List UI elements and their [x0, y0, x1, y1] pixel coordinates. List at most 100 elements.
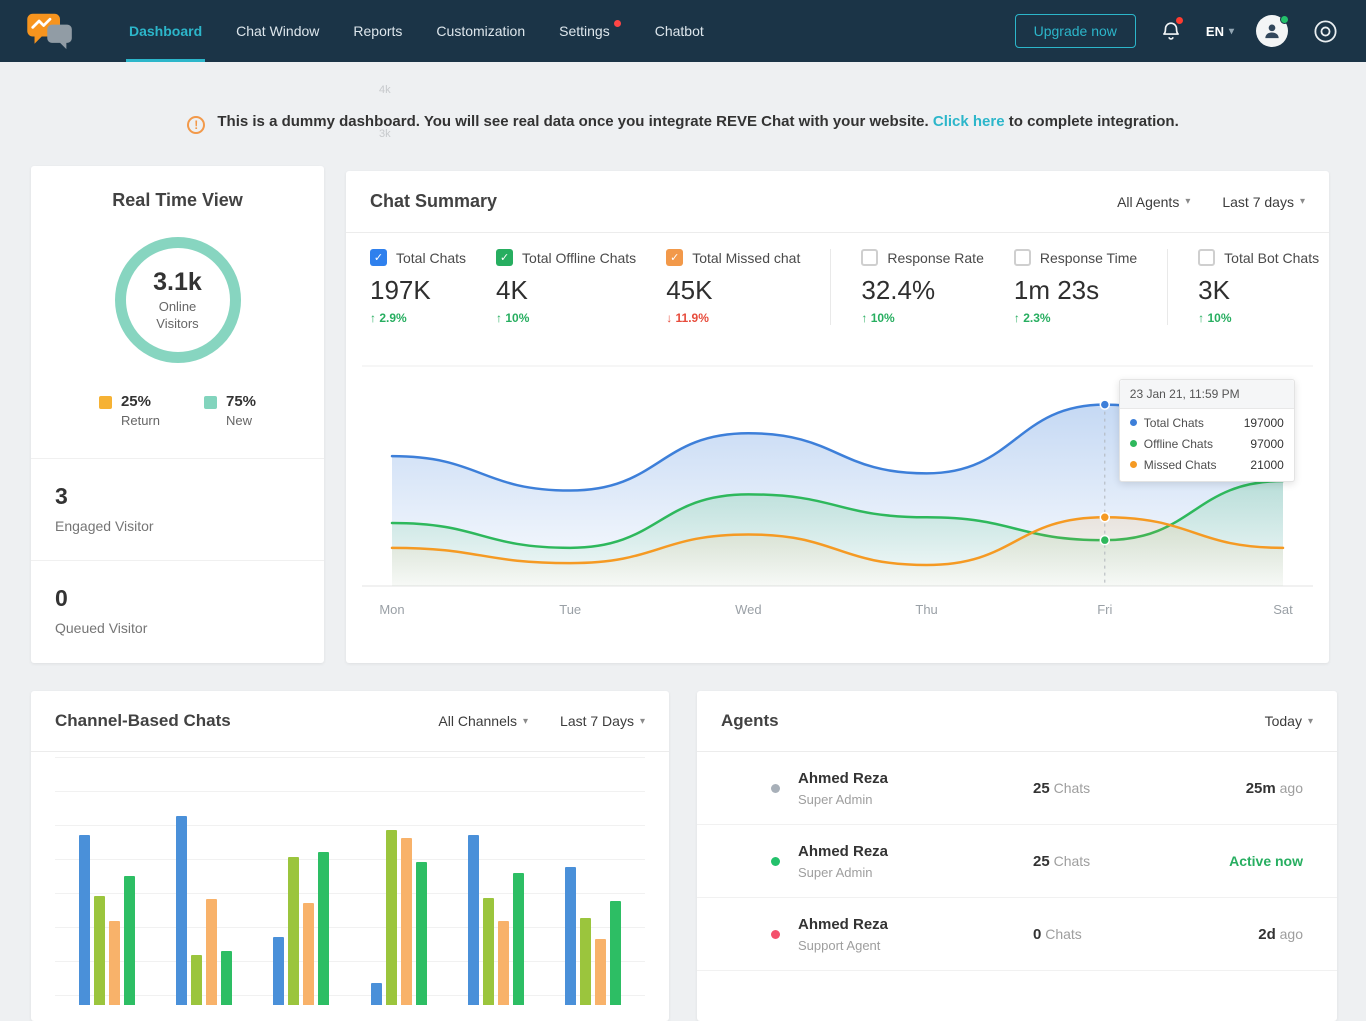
bar-yellow-green[interactable] — [483, 898, 494, 1005]
chevron-down-icon: ▾ — [1229, 26, 1234, 37]
bar-yellow-green[interactable] — [94, 896, 105, 1005]
bar-yellow-green[interactable] — [386, 830, 397, 1005]
metric-label: Total Chats — [396, 250, 466, 266]
notification-badge — [1175, 16, 1184, 25]
agents-date-dropdown[interactable]: Today ▾ — [1265, 713, 1313, 729]
bar-light-orange[interactable] — [498, 921, 509, 1005]
agent-status-dot — [771, 784, 780, 793]
agent-name: Ahmed Reza — [798, 916, 1033, 933]
metric-checkbox-unchecked[interactable] — [1014, 249, 1031, 266]
channels-filters: All Channels ▾ Last 7 Days ▾ — [438, 713, 645, 729]
bar-light-orange[interactable] — [109, 921, 120, 1005]
up-arrow-icon: ↑ — [1198, 311, 1204, 325]
target-icon[interactable] — [1310, 16, 1340, 46]
nav-item-dashboard[interactable]: Dashboard — [112, 0, 219, 62]
online-visitors-value: 3.1k — [153, 268, 202, 297]
bar-light-orange[interactable] — [303, 903, 314, 1005]
bar-light-orange[interactable] — [595, 939, 606, 1005]
bar-green[interactable] — [610, 901, 621, 1005]
all-agents-dropdown[interactable]: All Agents ▾ — [1117, 194, 1190, 210]
bar-yellow-green[interactable] — [288, 857, 299, 1005]
metric-total-missed-chat: ✓Total Missed chat 45K ↓ 11.9% — [666, 249, 830, 325]
svg-text:Mon: Mon — [379, 602, 404, 617]
queued-visitor-label: Queued Visitor — [55, 620, 300, 636]
metric-total-bot-chats: Total Bot Chats 3K ↑ 10% — [1167, 249, 1349, 325]
date-range-label: Last 7 days — [1222, 194, 1294, 210]
agent-chat-count: 25 — [1033, 780, 1050, 797]
tooltip-series-value: 197000 — [1244, 416, 1284, 430]
metric-checkbox-checked[interactable]: ✓ — [666, 249, 683, 266]
date-range-dropdown[interactable]: Last 7 days ▾ — [1222, 194, 1305, 210]
chat-summary-title: Chat Summary — [370, 191, 497, 212]
bar-blue[interactable] — [468, 835, 479, 1005]
agent-row[interactable]: Ahmed Reza Support Agent 0 Chats 2d ago — [697, 898, 1337, 971]
queued-visitor-stat: 0 Queued Visitor — [31, 560, 324, 662]
up-arrow-icon: ↑ — [370, 311, 376, 325]
settings-notification-dot — [614, 20, 621, 27]
reve-chat-logo-icon[interactable] — [26, 10, 76, 52]
user-avatar[interactable] — [1256, 15, 1288, 47]
nav-item-label: Dashboard — [129, 23, 202, 39]
bar-group-6 — [565, 867, 621, 1005]
tooltip-series-label: Total Chats — [1144, 416, 1244, 430]
agent-row[interactable]: Ahmed Reza Super Admin 25 Chats 25m ago — [697, 752, 1337, 825]
agent-role: Super Admin — [798, 792, 1033, 807]
bar-blue[interactable] — [176, 816, 187, 1005]
nav-item-chatbot[interactable]: Chatbot — [638, 0, 721, 62]
metric-checkbox-checked[interactable]: ✓ — [496, 249, 513, 266]
nav-item-chat-window[interactable]: Chat Window — [219, 0, 336, 62]
metric-label: Total Bot Chats — [1224, 250, 1319, 266]
agent-chat-count: 0 — [1033, 926, 1041, 943]
agent-row[interactable]: Ahmed Reza Super Admin 25 Chats Active n… — [697, 825, 1337, 898]
bar-blue[interactable] — [565, 867, 576, 1005]
nav-item-reports[interactable]: Reports — [336, 0, 419, 62]
channels-date-dropdown[interactable]: Last 7 Days ▾ — [560, 713, 645, 729]
new-swatch-icon — [204, 396, 217, 409]
tooltip-series-value: 21000 — [1250, 458, 1283, 472]
bar-green[interactable] — [318, 852, 329, 1005]
down-arrow-icon: ↓ — [666, 311, 672, 325]
agent-last-seen-unit: ago — [1280, 926, 1303, 942]
bar-yellow-green[interactable] — [580, 918, 591, 1005]
tooltip-series-label: Offline Chats — [1144, 437, 1251, 451]
bar-blue[interactable] — [79, 835, 90, 1005]
agent-status-dot — [771, 857, 780, 866]
visitor-legend: 25% Return 75% New — [31, 393, 324, 428]
bar-green[interactable] — [124, 876, 135, 1005]
nav-items: Dashboard Chat WindowReportsCustomization… — [112, 0, 721, 62]
svg-text:Tue: Tue — [559, 602, 581, 617]
all-channels-dropdown[interactable]: All Channels ▾ — [438, 713, 528, 729]
bar-blue[interactable] — [273, 937, 284, 1005]
new-label: New — [226, 413, 256, 428]
bar-group-4 — [371, 830, 427, 1005]
bar-green[interactable] — [416, 862, 427, 1005]
agent-time-column: Active now — [1163, 853, 1303, 869]
metric-checkbox-checked[interactable]: ✓ — [370, 249, 387, 266]
bar-green[interactable] — [513, 873, 524, 1005]
bar-green[interactable] — [221, 951, 232, 1005]
bar-yellow-green[interactable] — [191, 955, 202, 1005]
agent-chat-stats: 0 Chats — [1033, 926, 1163, 943]
nav-item-customization[interactable]: Customization — [419, 0, 542, 62]
agent-last-seen: 25m — [1246, 780, 1276, 797]
nav-item-settings[interactable]: Settings — [542, 0, 638, 62]
bar-blue[interactable] — [371, 983, 382, 1005]
engaged-visitor-label: Engaged Visitor — [55, 518, 300, 534]
metric-checkbox-unchecked[interactable] — [861, 249, 878, 266]
upgrade-now-button[interactable]: Upgrade now — [1015, 14, 1136, 48]
language-selector[interactable]: EN ▾ — [1206, 24, 1234, 39]
metric-delta: ↑ 10% — [496, 311, 636, 325]
click-here-link[interactable]: Click here — [933, 113, 1005, 130]
navbar-right: Upgrade now EN ▾ — [1015, 14, 1340, 48]
up-arrow-icon: ↑ — [861, 311, 867, 325]
notifications-bell-icon[interactable] — [1158, 18, 1184, 44]
metric-value: 32.4% — [861, 275, 984, 306]
bar-light-orange[interactable] — [401, 838, 412, 1005]
bar-light-orange[interactable] — [206, 899, 217, 1005]
agents-card: Agents Today ▾ Ahmed Reza Super Admin 25… — [697, 691, 1337, 1021]
queued-visitor-value: 0 — [55, 585, 300, 612]
series-dot-icon — [1130, 461, 1137, 468]
metric-checkbox-unchecked[interactable] — [1198, 249, 1215, 266]
tooltip-series-value: 97000 — [1250, 437, 1283, 451]
chat-summary-header: Chat Summary All Agents ▾ Last 7 days ▾ — [346, 171, 1329, 233]
